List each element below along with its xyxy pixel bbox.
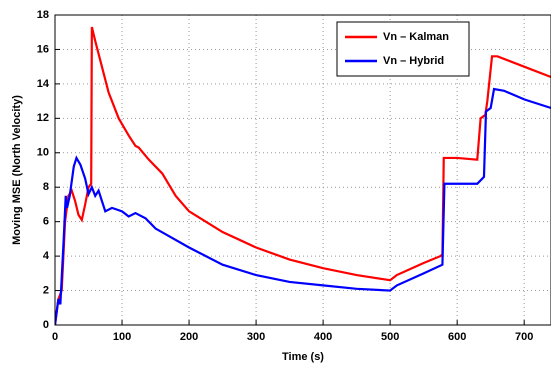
x-tick-label: 600: [448, 331, 466, 343]
data-line: [55, 26, 551, 325]
x-tick-label: 200: [180, 331, 198, 343]
legend-label: Vn – Kalman: [383, 31, 449, 43]
y-tick-label: 10: [37, 147, 49, 159]
x-tick-label: 700: [515, 331, 533, 343]
x-tick-label: 500: [381, 331, 399, 343]
y-tick-label: 2: [43, 284, 49, 296]
y-tick-label: 18: [37, 9, 49, 21]
y-tick-label: 4: [43, 250, 50, 262]
legend-box: [336, 21, 470, 77]
x-axis-label: Time (s): [282, 351, 324, 363]
axes-box: [54, 14, 551, 326]
x-tick-label: 300: [247, 331, 265, 343]
data-line: [55, 87, 551, 325]
y-axis-label: Moving MSE (North Velocity): [11, 95, 23, 245]
y-tick-label: 0: [43, 319, 49, 331]
y-tick-label: 14: [37, 78, 50, 90]
legend-label: Vn – Hybrid: [383, 55, 444, 67]
y-tick-label: 8: [43, 181, 49, 193]
x-tick-label: 400: [314, 331, 332, 343]
y-tick-label: 16: [37, 43, 49, 55]
x-tick-label: 100: [113, 331, 131, 343]
plot-area: [55, 15, 551, 325]
x-tick-label: 0: [52, 331, 58, 343]
y-tick-label: 12: [37, 112, 49, 124]
y-tick-label: 6: [43, 216, 49, 228]
